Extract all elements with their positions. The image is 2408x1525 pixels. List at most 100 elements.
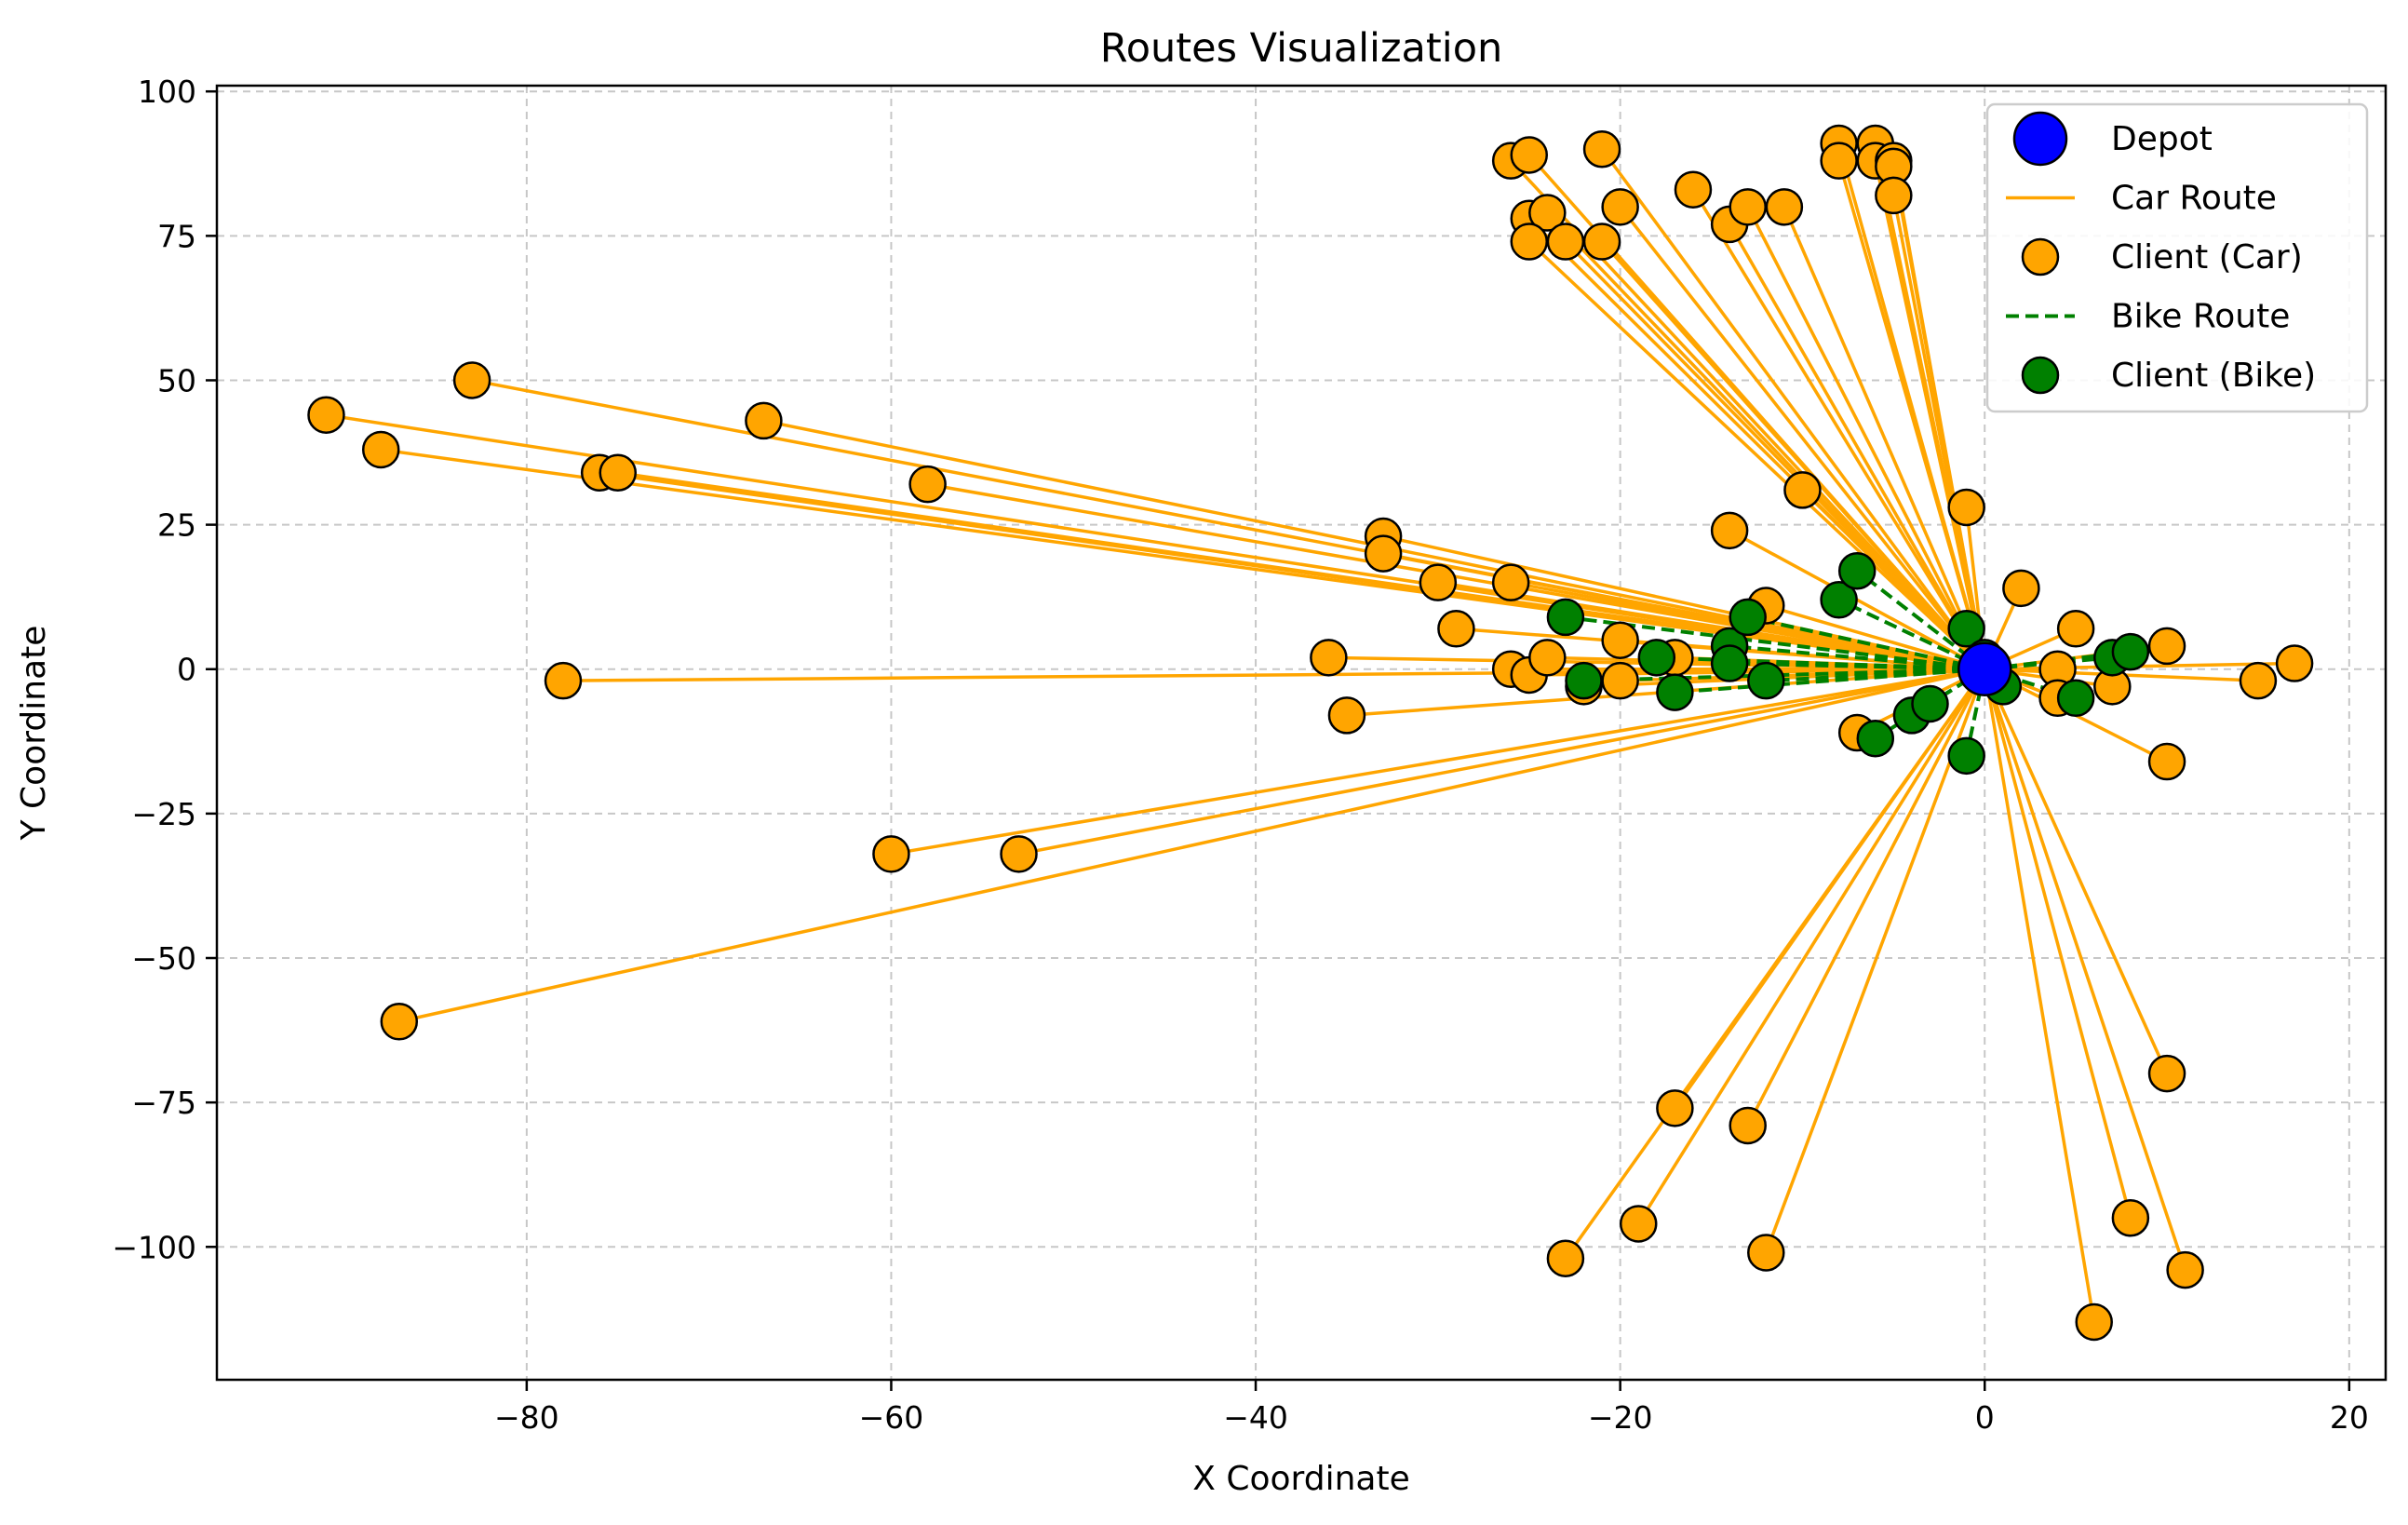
bike-client-marker (2111, 632, 2150, 671)
client-markers (307, 124, 2314, 1342)
car-client-marker (1783, 471, 1822, 509)
y-tick-label: −50 (131, 940, 196, 977)
bike-client-marker (1856, 719, 1895, 758)
legend-label: Depot (2111, 120, 2213, 158)
bike-client-marker (1710, 644, 1749, 682)
car-client-marker (2111, 1199, 2150, 1237)
car-route-line (1746, 668, 1986, 1127)
car-client-marker (1875, 176, 1913, 215)
car-client-marker (2239, 661, 2278, 700)
plot-frame (215, 84, 2388, 1382)
car-route-line (398, 668, 1985, 1023)
car-client-marker (1601, 188, 1639, 226)
car-client-marker (1437, 610, 1475, 648)
car-client-marker (452, 361, 491, 399)
car-client-marker (361, 430, 400, 469)
car-route-line (1527, 240, 1986, 671)
bike-route-line (1565, 614, 1985, 671)
x-tick-label: 20 (2330, 1399, 2369, 1436)
legend: Depot Car Route Client (Car) Bike Route Clie… (1985, 102, 2369, 413)
car-route-line (1600, 240, 1986, 670)
car-client-marker (1528, 639, 1567, 677)
y-tick-label: 25 (157, 507, 196, 544)
car-route-line (617, 471, 1985, 671)
car-client-marker (1710, 511, 1749, 550)
bike-route-line (1964, 668, 1987, 757)
car-client-marker (1327, 696, 1366, 735)
car-client-marker (1546, 1239, 1585, 1277)
bike-client-marker (1637, 639, 1676, 677)
car-route-line (1836, 160, 1986, 670)
car-client-marker (1000, 835, 1038, 873)
car-route-line (1619, 206, 1986, 670)
bike-client-marker (1747, 661, 1785, 700)
bike-route-line (1747, 614, 1985, 671)
car-client-marker (1747, 1234, 1785, 1272)
car-route-line (1983, 668, 2132, 1219)
car-client-marker (1601, 661, 1639, 700)
car-route-line (1527, 217, 1986, 670)
car-route-line (1874, 160, 1986, 670)
car-route-line (1782, 206, 1986, 670)
y-tick-label: −75 (131, 1085, 196, 1121)
y-axis-label: Y Coordinate (15, 626, 53, 842)
car-client-marker (2275, 644, 2314, 682)
legend-car-client-handle (2021, 237, 2060, 277)
bike-client-marker (1911, 684, 1949, 723)
car-client-marker (599, 453, 638, 493)
car-client-marker (1310, 639, 1348, 677)
car-client-marker (1656, 1089, 1694, 1127)
y-tick-label: 75 (157, 218, 196, 254)
y-tick-label: 0 (177, 652, 196, 688)
car-client-marker (2166, 1250, 2204, 1289)
legend-label: Bike Route (2111, 298, 2290, 336)
car-client-marker (2147, 627, 2186, 666)
car-route-line (1728, 223, 1986, 670)
y-tick-label: −25 (131, 796, 196, 832)
grid (217, 86, 2386, 1380)
car-route-line (1765, 603, 1985, 671)
car-client-marker (2147, 1054, 2186, 1093)
car-route-line (1564, 240, 1986, 670)
y-tick-label: 50 (157, 362, 196, 398)
car-client-marker (745, 401, 783, 440)
car-client-marker (1601, 621, 1639, 659)
x-tick-label: −40 (1223, 1399, 1288, 1436)
car-route-line (1983, 668, 2096, 1323)
car-client-marker (1619, 1205, 1658, 1243)
bike-client-marker (1837, 552, 1877, 590)
car-client-marker (2075, 1302, 2113, 1342)
y-tick-label: −100 (112, 1229, 196, 1265)
x-tick-label: −80 (494, 1399, 559, 1436)
x-tick-label: −60 (859, 1399, 924, 1436)
x-tick-label: 0 (1975, 1399, 1995, 1436)
car-client-marker (872, 835, 910, 873)
car-route-line (1691, 188, 1986, 670)
legend-box (1985, 102, 2369, 413)
bike-client-marker (1947, 736, 1985, 776)
x-axis-label: X Coordinate (1192, 1460, 1409, 1498)
car-route-line (1600, 148, 1986, 670)
car-client-marker (1729, 1106, 1767, 1145)
car-client-marker (1510, 136, 1548, 174)
bike-route-line (1729, 643, 1985, 671)
car-client-marker (1419, 563, 1458, 601)
axis-ticks: −80 −60 −40 −20 0 20 −100 −75 −50 −25 0 25 50 75 100 (112, 74, 2368, 1436)
car-client-marker (307, 396, 345, 434)
legend-label: Client (Car) (2111, 238, 2303, 277)
legend-depot-handle (2012, 111, 2068, 167)
bike-client-marker (2056, 679, 2095, 718)
car-route-line (1018, 668, 1985, 857)
car-client-marker (1674, 170, 1713, 209)
car-route-line (1983, 668, 2169, 1074)
car-client-marker (2147, 742, 2186, 781)
car-route-line (1746, 206, 1986, 670)
car-client-marker (908, 465, 947, 504)
bike-route-line (1656, 655, 1985, 671)
car-client-marker (1765, 188, 1804, 226)
car-client-marker (544, 661, 583, 700)
car-client-marker (1364, 534, 1403, 573)
bike-client-marker (1820, 581, 1858, 619)
bike-client-marker (1546, 598, 1585, 637)
